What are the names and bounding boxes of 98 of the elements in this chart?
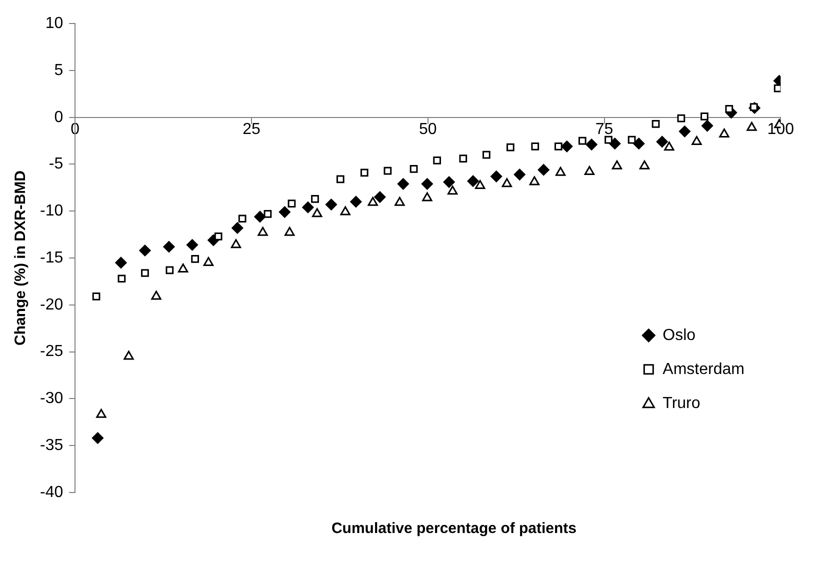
point <box>232 222 244 234</box>
point <box>639 160 650 170</box>
point <box>514 168 526 180</box>
legend-label: Amsterdam <box>662 360 744 378</box>
point <box>421 178 433 190</box>
point <box>238 214 246 223</box>
point <box>191 255 199 263</box>
point <box>475 180 486 190</box>
point <box>397 178 409 190</box>
point <box>664 142 674 151</box>
point <box>230 239 242 248</box>
point <box>584 166 595 175</box>
point <box>586 138 598 150</box>
point <box>467 175 479 187</box>
point <box>214 232 222 240</box>
point <box>278 206 290 218</box>
point <box>609 138 621 150</box>
point <box>384 166 392 175</box>
y-tick-label: -10 <box>40 202 64 220</box>
y-tick-label: -40 <box>40 484 64 501</box>
point <box>502 178 512 188</box>
point <box>258 226 268 236</box>
y-tick-label: -25 <box>40 343 64 360</box>
point <box>288 200 296 208</box>
point <box>203 256 214 266</box>
point <box>482 150 490 159</box>
point <box>538 164 550 176</box>
point <box>368 196 378 206</box>
point <box>151 290 162 300</box>
point <box>186 239 198 251</box>
point <box>633 138 645 150</box>
y-tick-label: -5 <box>48 156 64 173</box>
point <box>433 156 441 164</box>
legend-label: Truro <box>662 394 700 412</box>
point <box>612 160 622 170</box>
point <box>139 244 151 256</box>
point <box>166 266 174 274</box>
y-tick-label: -35 <box>40 436 64 454</box>
legend-label: Oslo <box>662 326 696 344</box>
point <box>578 136 586 145</box>
point <box>254 210 266 222</box>
point <box>448 186 458 195</box>
point <box>284 226 295 236</box>
point <box>124 350 134 360</box>
x-tick-label: 75 <box>595 121 614 138</box>
point <box>561 140 573 152</box>
x-tick-label: 50 <box>418 121 437 138</box>
point <box>725 104 734 113</box>
point <box>336 175 344 184</box>
point <box>678 126 690 138</box>
point <box>163 241 175 252</box>
y-tick-label: -20 <box>40 296 64 314</box>
point <box>529 176 540 186</box>
point <box>325 198 337 210</box>
point <box>692 136 702 145</box>
point <box>340 206 350 216</box>
point <box>490 170 502 182</box>
point <box>677 114 686 122</box>
y-axis-title: Change (%) in DXR-BMD <box>12 170 30 346</box>
point <box>312 208 322 218</box>
point <box>422 192 432 202</box>
point <box>178 264 188 272</box>
point <box>628 136 636 144</box>
point <box>702 120 714 132</box>
point <box>700 112 708 120</box>
point <box>350 196 362 208</box>
point <box>459 154 468 163</box>
point <box>302 202 314 214</box>
point <box>443 176 455 188</box>
point <box>719 128 730 138</box>
y-tick-label: 5 <box>54 62 64 79</box>
point <box>774 84 781 92</box>
y-tick-label: -15 <box>40 249 64 266</box>
point <box>92 432 104 444</box>
y-tick-label: 0 <box>54 108 64 126</box>
point <box>604 136 612 144</box>
point <box>555 166 566 176</box>
point <box>360 168 368 177</box>
x-axis-title: Cumulative percentage of patients <box>330 520 578 537</box>
point <box>311 195 319 203</box>
point <box>118 274 126 283</box>
y-tick-label: 10 <box>45 15 64 32</box>
point <box>554 142 562 150</box>
point <box>92 292 100 300</box>
y-tick-label: -30 <box>40 390 64 408</box>
point <box>394 196 405 206</box>
point <box>531 142 540 150</box>
point <box>374 191 386 203</box>
point <box>96 408 106 418</box>
point <box>141 269 149 277</box>
point <box>115 256 127 268</box>
x-tick-label: 25 <box>242 121 261 138</box>
point <box>746 122 757 131</box>
point <box>264 210 272 218</box>
point <box>652 120 660 128</box>
point <box>656 136 668 148</box>
point <box>410 164 418 173</box>
point <box>506 143 514 152</box>
